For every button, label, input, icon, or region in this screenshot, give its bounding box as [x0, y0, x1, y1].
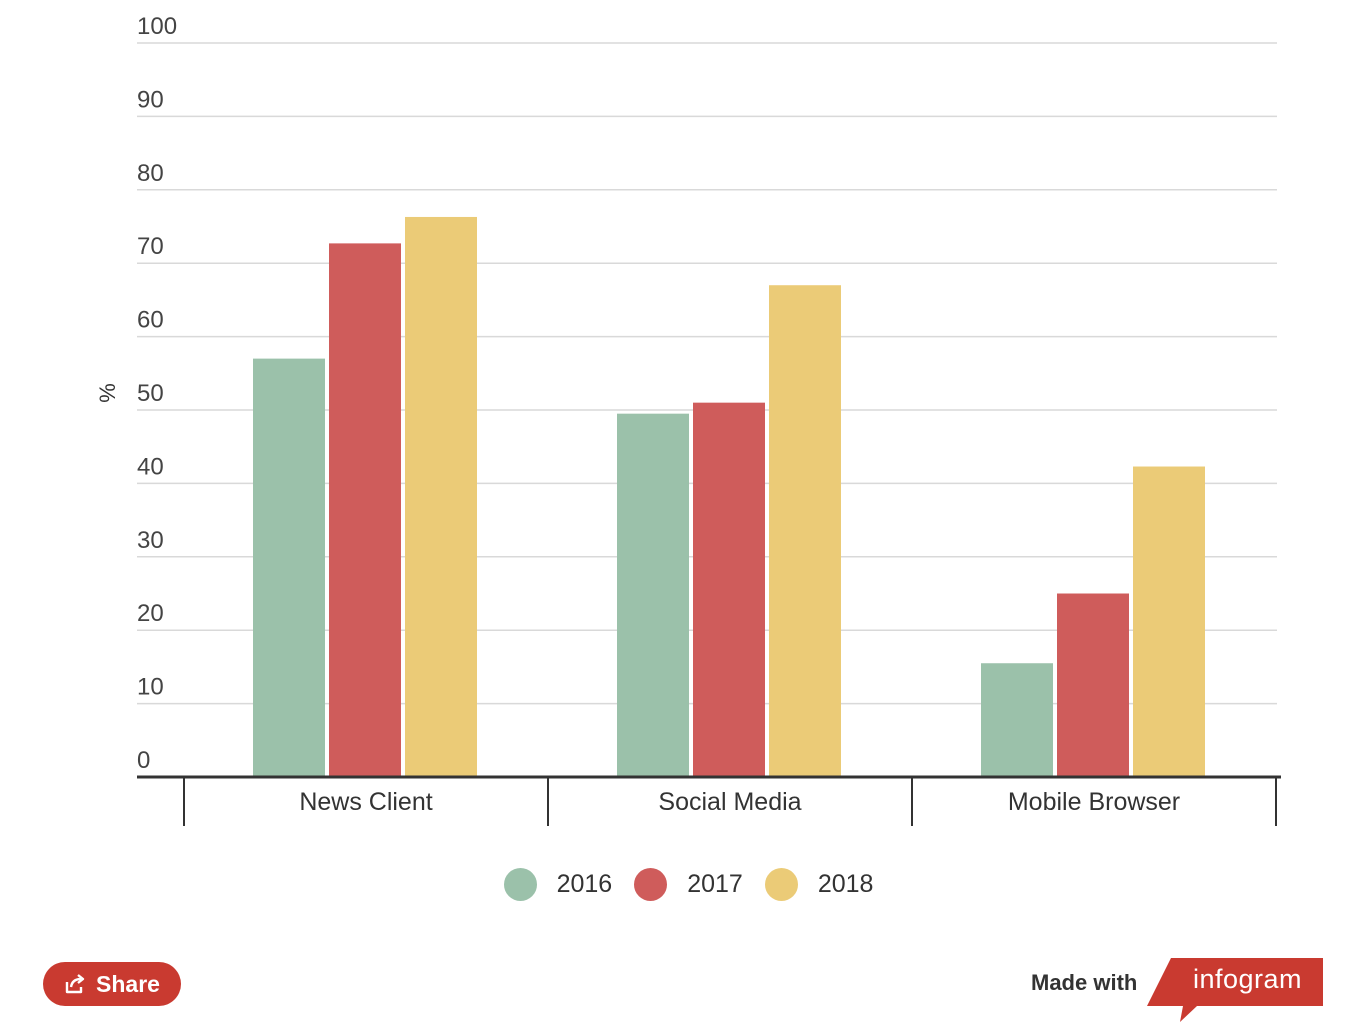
x-tick-label: Mobile Browser [1008, 788, 1180, 816]
y-tick-label: 80 [137, 160, 164, 187]
x-tick-label: News Client [299, 788, 432, 816]
legend-item-2016[interactable]: 2016 [503, 868, 613, 901]
y-tick-label: 70 [137, 233, 164, 260]
bars [253, 216, 1205, 778]
legend-item-2017[interactable]: 2017 [634, 868, 743, 901]
bar-2017-news-client[interactable] [329, 243, 401, 777]
share-label: Share [96, 970, 160, 997]
bar-2017-mobile-browser[interactable] [1057, 593, 1129, 778]
bar-2016-social-media[interactable] [617, 413, 689, 777]
legend-label: 2016 [556, 870, 613, 898]
infogram-logo[interactable] [1147, 958, 1323, 1024]
legend-swatch [634, 868, 668, 901]
bar-2017-social-media[interactable] [693, 402, 765, 777]
legend-swatch [503, 868, 537, 901]
x-axis-dividers [183, 777, 1277, 826]
legend-label: 2017 [687, 870, 743, 898]
bar-2018-social-media[interactable] [769, 285, 841, 777]
y-tick-label: 40 [137, 453, 164, 480]
bar-2016-mobile-browser[interactable] [981, 663, 1053, 777]
y-tick-label: 10 [137, 674, 164, 701]
made-with-label: Made with [1031, 970, 1138, 995]
y-tick-label: 20 [137, 600, 164, 627]
x-axis-labels: News Client Social Media Mobile Browser [299, 788, 1180, 816]
infogram-badge-shape [1147, 958, 1323, 1022]
x-tick-label: Social Media [658, 788, 801, 816]
y-tick-label: 60 [137, 307, 164, 334]
share-button[interactable]: Share [43, 962, 181, 1006]
y-tick-label: 100 [137, 13, 177, 40]
bar-chart: 0 10 20 30 40 50 60 70 80 90 100 % News Client Soci… [95, 13, 1281, 826]
legend-label: 2018 [817, 870, 874, 898]
share-icon [65, 974, 85, 994]
infogram-brand-label: infogram [1193, 964, 1303, 994]
y-tick-label: 0 [137, 747, 150, 774]
bar-2018-news-client[interactable] [405, 216, 477, 777]
y-tick-label: 30 [137, 527, 164, 554]
y-tick-label: 90 [137, 86, 164, 113]
bar-2016-news-client[interactable] [253, 358, 325, 777]
bar-2018-mobile-browser[interactable] [1133, 466, 1205, 777]
legend-item-2018[interactable]: 2018 [764, 868, 874, 901]
y-axis-title: % [95, 383, 120, 403]
legend: 2016 2017 2018 [0, 868, 1367, 901]
y-axis-ticks: 0 10 20 30 40 50 60 70 80 90 100 [137, 13, 177, 774]
y-tick-label: 50 [137, 380, 164, 407]
legend-swatch [764, 868, 798, 901]
